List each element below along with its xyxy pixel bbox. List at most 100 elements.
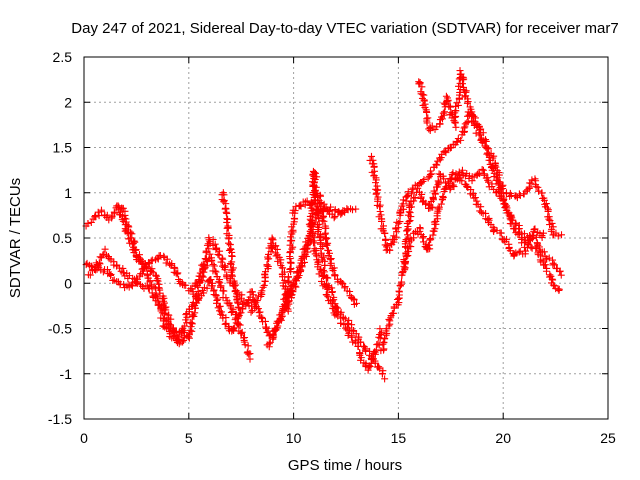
- data-point: [240, 300, 248, 308]
- data-point: [417, 193, 425, 201]
- data-point: [424, 174, 432, 182]
- x-axis-label: GPS time / hours: [288, 457, 402, 474]
- data-point: [508, 220, 516, 228]
- data-point: [547, 272, 555, 280]
- data-point: [361, 343, 369, 351]
- data-point: [408, 190, 416, 198]
- data-point: [349, 206, 356, 214]
- data-point: [418, 83, 426, 91]
- data-point: [323, 291, 331, 299]
- data-point: [420, 176, 428, 184]
- data-point: [419, 234, 427, 242]
- data-point: [87, 218, 95, 226]
- data-point: [306, 215, 314, 223]
- data-point: [434, 177, 442, 185]
- data-point: [222, 294, 230, 302]
- data-point: [330, 296, 338, 304]
- data-point: [308, 200, 316, 208]
- data-point: [212, 291, 220, 299]
- data-point: [332, 303, 340, 311]
- data-point: [376, 201, 384, 209]
- data-point: [541, 261, 549, 269]
- data-point: [322, 235, 330, 243]
- x-tick-label: 10: [286, 430, 302, 446]
- data-point: [395, 288, 403, 296]
- data-point: [386, 317, 394, 325]
- data-point: [131, 246, 139, 254]
- data-point: [140, 264, 148, 272]
- data-point: [265, 340, 273, 348]
- data-point: [99, 268, 107, 276]
- data-point: [528, 231, 536, 239]
- data-point: [230, 324, 238, 332]
- data-point: [127, 234, 135, 242]
- data-point: [477, 208, 485, 216]
- data-point: [549, 281, 557, 289]
- data-point: [482, 137, 490, 145]
- data-point: [381, 375, 389, 383]
- data-point: [195, 272, 203, 280]
- data-point: [286, 265, 294, 273]
- data-point: [518, 234, 526, 242]
- data-point: [455, 82, 463, 90]
- data-point: [497, 229, 505, 237]
- data-point: [114, 202, 122, 210]
- data-point: [558, 231, 566, 239]
- data-point: [331, 311, 339, 319]
- data-point: [380, 345, 388, 353]
- data-point: [207, 282, 215, 290]
- data-point: [524, 241, 532, 249]
- data-point: [199, 260, 207, 268]
- data-point: [156, 251, 164, 259]
- data-point: [307, 217, 315, 225]
- data-point: [205, 234, 213, 242]
- data-point: [154, 301, 162, 309]
- data-point: [479, 166, 487, 174]
- data-point: [309, 167, 317, 175]
- y-tick-label: 2: [64, 94, 72, 110]
- data-point: [396, 282, 404, 290]
- data-point: [441, 185, 449, 193]
- data-point: [367, 152, 375, 160]
- data-point: [231, 288, 239, 296]
- data-point: [318, 271, 326, 279]
- data-point: [209, 261, 217, 269]
- data-point: [317, 199, 325, 207]
- data-point: [539, 229, 547, 237]
- data-point: [424, 114, 432, 122]
- data-point: [552, 265, 560, 273]
- data-point: [108, 213, 116, 221]
- data-point: [387, 314, 395, 322]
- data-point: [241, 341, 249, 349]
- data-point: [347, 333, 355, 341]
- data-point: [157, 305, 165, 313]
- data-point: [277, 316, 285, 324]
- data-point: [439, 109, 447, 117]
- data-point: [268, 234, 276, 242]
- data-point: [545, 215, 553, 223]
- data-point: [397, 206, 405, 214]
- data-point: [258, 314, 266, 322]
- data-point: [405, 218, 413, 226]
- data-point: [416, 227, 424, 235]
- data-point: [444, 96, 452, 104]
- y-tick-label: -1: [60, 366, 73, 382]
- data-point: [235, 304, 243, 312]
- data-point: [485, 145, 493, 153]
- data-point: [286, 249, 294, 257]
- data-point: [251, 304, 259, 312]
- data-point: [538, 189, 546, 197]
- data-point: [329, 267, 337, 275]
- data-point: [453, 138, 461, 146]
- data-point: [442, 149, 450, 157]
- data-point: [289, 281, 297, 289]
- axis-ticks: [83, 56, 609, 420]
- data-point: [429, 203, 437, 211]
- series-track-13: [401, 169, 547, 274]
- data-point: [144, 284, 152, 292]
- data-point: [433, 161, 441, 169]
- data-point: [337, 210, 345, 218]
- data-point: [407, 243, 415, 251]
- data-point: [209, 236, 217, 244]
- data-point: [374, 186, 382, 194]
